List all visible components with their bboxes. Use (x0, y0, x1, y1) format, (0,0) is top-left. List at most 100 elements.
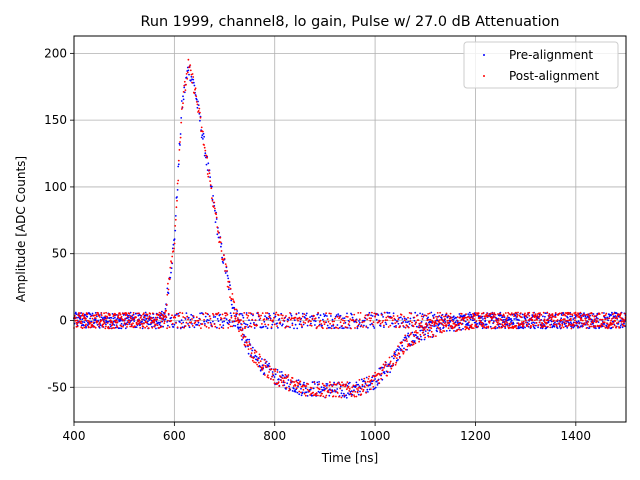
data-point (424, 326, 426, 328)
data-point (554, 321, 556, 324)
data-point (507, 318, 510, 321)
data-point (134, 312, 137, 315)
data-point (138, 320, 141, 322)
data-point (318, 383, 320, 385)
data-point (436, 312, 439, 314)
data-point (336, 392, 339, 394)
data-point (297, 382, 300, 385)
data-point (504, 327, 507, 329)
data-point (220, 245, 222, 248)
data-point (136, 323, 139, 326)
data-point (470, 314, 473, 316)
data-point (353, 313, 356, 316)
data-point (388, 316, 391, 319)
data-point (278, 318, 281, 320)
data-point (242, 320, 245, 323)
data-point (255, 351, 258, 353)
data-point (205, 154, 208, 157)
data-point (177, 165, 180, 168)
data-point (490, 327, 493, 330)
data-point (621, 323, 624, 326)
data-point (561, 323, 564, 326)
data-point (501, 316, 504, 318)
data-point (78, 320, 81, 323)
data-point (76, 323, 78, 326)
data-point (224, 272, 227, 274)
data-point (538, 315, 541, 317)
data-point (311, 318, 314, 321)
data-point (208, 315, 211, 318)
data-point (301, 312, 304, 315)
data-point (288, 385, 290, 388)
data-point (179, 326, 182, 329)
data-point (245, 313, 248, 316)
data-point (187, 324, 190, 327)
data-point (167, 282, 169, 285)
data-point (562, 314, 564, 317)
data-point (223, 317, 226, 320)
data-point (535, 317, 538, 320)
data-point (244, 325, 247, 328)
data-point (189, 79, 192, 82)
data-point (373, 379, 375, 382)
data-point (383, 371, 385, 373)
data-point (360, 393, 363, 396)
data-point (222, 259, 225, 261)
data-point (609, 327, 612, 330)
data-point (303, 392, 306, 395)
data-point (244, 344, 246, 347)
data-point (305, 391, 308, 394)
data-point (440, 314, 443, 317)
data-point (213, 201, 216, 204)
data-point (524, 312, 526, 315)
data-point (316, 381, 319, 384)
data-point (449, 312, 452, 315)
data-point (590, 325, 592, 328)
data-point (264, 323, 266, 326)
data-point (232, 324, 235, 327)
data-point (261, 312, 264, 314)
data-point (297, 384, 299, 387)
data-point (341, 325, 344, 327)
data-point (177, 312, 180, 315)
data-point (117, 314, 120, 317)
data-point (436, 326, 439, 329)
data-point (450, 319, 453, 322)
data-point (572, 326, 575, 329)
data-point (428, 318, 430, 321)
data-point (286, 382, 289, 385)
data-point (155, 323, 157, 326)
data-point (133, 325, 136, 328)
data-point (193, 92, 196, 95)
data-point (116, 326, 119, 329)
data-point (377, 372, 380, 375)
data-point (552, 315, 555, 318)
data-point (87, 326, 90, 329)
data-point (191, 73, 194, 75)
axes-frame (73, 35, 627, 423)
data-point (89, 326, 92, 329)
data-point (192, 316, 195, 319)
data-point (312, 387, 315, 390)
data-point (475, 325, 478, 328)
data-point (266, 327, 269, 330)
data-point (502, 319, 505, 321)
data-point (138, 322, 141, 324)
data-point (167, 319, 169, 322)
data-point (375, 318, 378, 321)
data-point (577, 314, 580, 316)
data-point (105, 323, 107, 326)
data-point (535, 324, 537, 327)
data-point (155, 316, 157, 319)
data-point (156, 322, 159, 325)
data-point (317, 390, 320, 393)
data-point (606, 322, 609, 325)
data-point (185, 73, 188, 75)
data-point (159, 312, 162, 315)
data-point (138, 312, 140, 315)
data-point (231, 325, 234, 328)
data-point (163, 322, 166, 325)
data-point (279, 321, 282, 324)
data-point (180, 100, 183, 102)
